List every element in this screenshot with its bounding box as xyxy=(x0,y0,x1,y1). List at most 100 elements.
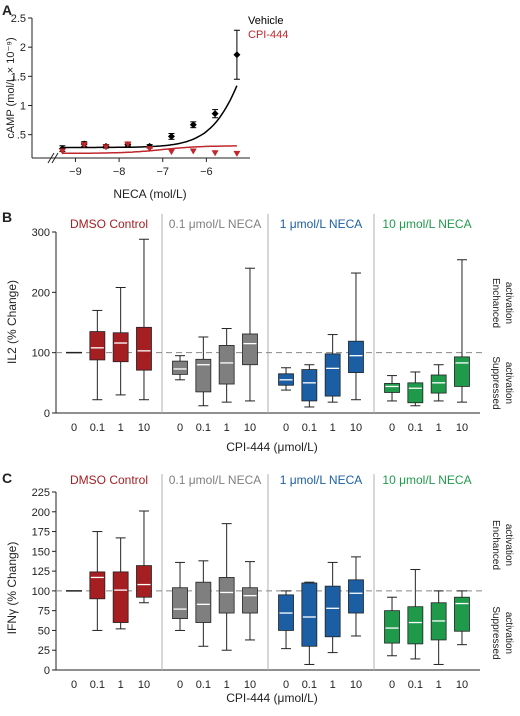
x-tick-label: 10 xyxy=(456,422,468,434)
x-tick-label: 0 xyxy=(283,422,289,434)
x-tick-label: 0 xyxy=(389,679,395,691)
box xyxy=(112,571,129,623)
panel-c-right-label-1: Enchanced xyxy=(490,520,501,570)
cpi-444-point xyxy=(211,150,219,157)
box xyxy=(242,587,258,614)
box xyxy=(195,581,212,623)
panel-a-y-label: cAMP (mol/L × 10⁻⁹) xyxy=(5,37,17,138)
y-tick-label: 0 xyxy=(44,665,50,677)
x-tick-label: 0 xyxy=(71,679,77,691)
box xyxy=(384,610,400,644)
y-tick-label: 200 xyxy=(32,507,50,519)
box xyxy=(430,374,447,394)
series-vehicle-fit xyxy=(62,85,238,149)
x-tick-label: 0 xyxy=(389,422,395,434)
x-tick-label: 0 xyxy=(177,679,183,691)
box xyxy=(384,383,400,393)
vehicle-point xyxy=(167,132,175,140)
legend-cpi-444: CPI-444 xyxy=(248,29,288,41)
panel-a-x-tick-label: −9 xyxy=(69,166,82,178)
box xyxy=(407,382,424,404)
group-title: 1 μmol/L NECA xyxy=(280,217,363,231)
box xyxy=(195,358,212,393)
y-tick-label: 225 xyxy=(32,487,50,499)
x-tick-label: 0.1 xyxy=(408,679,423,691)
panel-a-axis-break xyxy=(51,152,59,164)
group-title: DMSO Control xyxy=(70,473,148,487)
group-title: 0.1 μmol/L NECA xyxy=(169,217,262,231)
x-tick-label: 1 xyxy=(330,422,336,434)
panel-c-right-label-2: activation xyxy=(503,524,514,566)
vehicle-point xyxy=(211,110,219,118)
x-tick-label: 1 xyxy=(330,679,336,691)
x-tick-label: 1 xyxy=(436,422,442,434)
panel-a-axis-break xyxy=(47,152,55,164)
x-tick-label: 10 xyxy=(456,679,468,691)
panel-b-x-label: CPI-444 (μmol/L) xyxy=(226,440,318,454)
box xyxy=(407,606,424,645)
box xyxy=(89,331,106,361)
box xyxy=(242,333,258,366)
y-tick-label: 200 xyxy=(32,287,50,299)
panel-a-x-tick-label: −7 xyxy=(156,166,169,178)
x-tick-label: 0.1 xyxy=(302,422,317,434)
box xyxy=(136,326,152,371)
x-tick-label: 1 xyxy=(224,422,230,434)
panel-a-chart: cAMP (mol/L × 10⁻⁹) NECA (mol/L) Vehicle… xyxy=(5,13,288,201)
panel-a-x-tick-label: −6 xyxy=(200,166,213,178)
legend-vehicle: Vehicle xyxy=(248,15,283,27)
x-tick-label: 0.1 xyxy=(302,679,317,691)
x-tick-label: 1 xyxy=(224,679,230,691)
panel-c-right-label-4: activation xyxy=(503,612,514,654)
cpi-444-point xyxy=(58,148,66,155)
panel-c-x-label: CPI-444 (μmol/L) xyxy=(226,691,318,705)
x-tick-label: 0.1 xyxy=(196,422,211,434)
box xyxy=(172,360,188,375)
x-tick-label: 1 xyxy=(118,422,124,434)
x-tick-label: 0.1 xyxy=(90,679,105,691)
panel-a-marks: .5 1 1.5 2 2.5 −9 −8 −7 −6 xyxy=(11,13,241,178)
x-tick-label: 0.1 xyxy=(408,422,423,434)
cpi-444-point xyxy=(146,146,154,153)
panel-a-y-tick-label: 2 xyxy=(20,42,26,54)
x-tick-label: 10 xyxy=(350,422,362,434)
box xyxy=(218,345,235,385)
panel-c-chart: IFNγ (% Change) CPI-444 (μmol/L) Enchanc… xyxy=(5,473,514,705)
panel-a-y-tick-label: 1.5 xyxy=(11,71,26,83)
y-tick-label: 0 xyxy=(44,408,50,420)
x-tick-label: 0 xyxy=(177,422,183,434)
box xyxy=(301,582,318,647)
box xyxy=(324,585,341,638)
box xyxy=(454,356,470,387)
y-tick-label: 50 xyxy=(38,625,50,637)
x-tick-label: 0 xyxy=(71,422,77,434)
box xyxy=(172,587,188,619)
panel-b-right-label-1: Enchanced xyxy=(490,278,501,328)
panel-a-y-tick-label: 1 xyxy=(20,101,26,113)
x-tick-label: 1 xyxy=(436,679,442,691)
group-title: 0.1 μmol/L NECA xyxy=(169,473,262,487)
y-tick-label: 25 xyxy=(38,645,50,657)
box xyxy=(89,571,106,600)
panel-b-right-label-4: activation xyxy=(503,362,514,404)
panel-a-x-tick-label: −8 xyxy=(113,166,126,178)
group-title: DMSO Control xyxy=(70,217,148,231)
y-tick-label: 100 xyxy=(32,586,50,598)
y-tick-label: 125 xyxy=(32,566,50,578)
panel-a-y-tick-label: 2.5 xyxy=(11,13,26,25)
box xyxy=(348,579,364,614)
box xyxy=(324,353,341,397)
y-tick-label: 175 xyxy=(32,527,50,539)
cpi-444-point xyxy=(102,144,110,151)
x-tick-label: 0 xyxy=(283,679,289,691)
x-tick-label: 0.1 xyxy=(90,422,105,434)
y-tick-label: 75 xyxy=(38,606,50,618)
vehicle-point xyxy=(233,51,241,59)
x-tick-label: 10 xyxy=(244,422,256,434)
panel-b-right-label-3: Suppressed xyxy=(490,356,501,409)
cpi-444-point xyxy=(124,141,132,148)
panel-letter-c: C xyxy=(2,470,12,486)
